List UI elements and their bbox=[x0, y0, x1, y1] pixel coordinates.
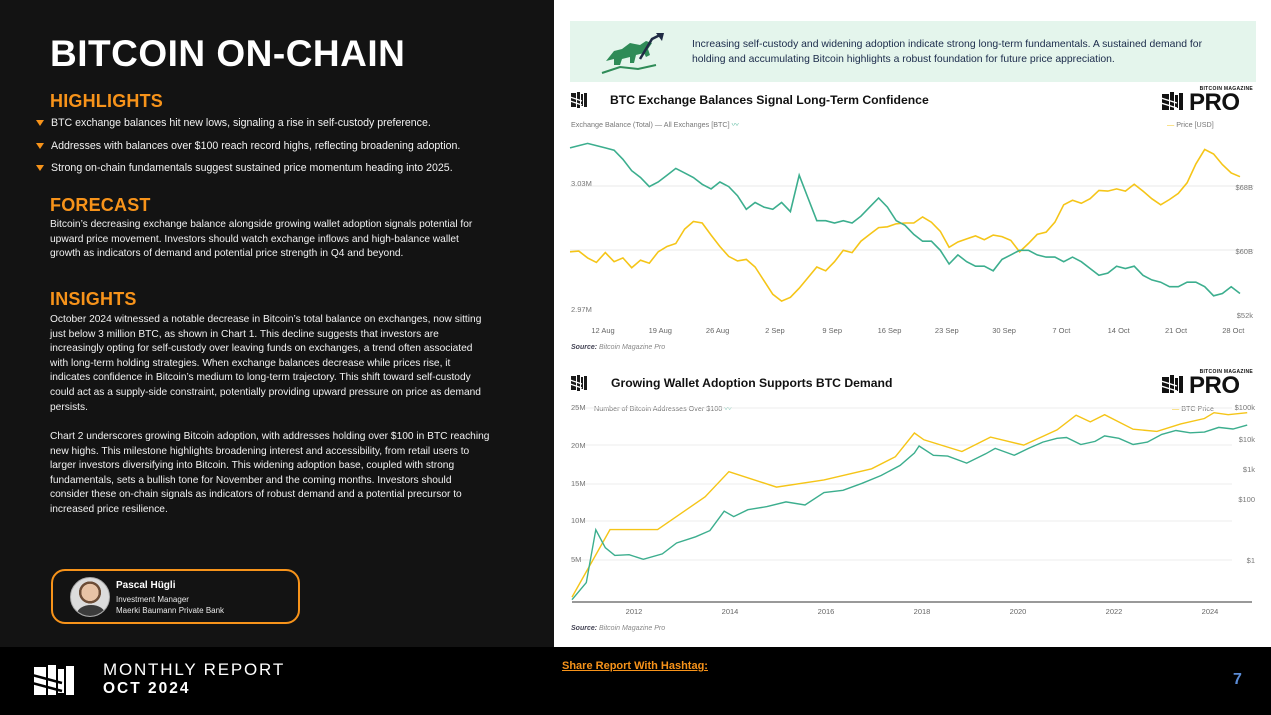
chart1-price-series bbox=[569, 148, 1241, 303]
footer-report-label: MONTHLY REPORT bbox=[103, 660, 286, 679]
highlight-item: Strong on-chain fundamentals suggest sus… bbox=[36, 162, 536, 175]
insights-heading: INSIGHTS bbox=[50, 289, 137, 309]
chart2-y-left-tick: 10M bbox=[571, 516, 586, 525]
green-line-icon: 〰 bbox=[731, 120, 739, 129]
chart2-x-tick: 2024 bbox=[1202, 607, 1219, 616]
author-role: Investment Manager bbox=[116, 595, 189, 604]
chart2-x-tick: 2014 bbox=[722, 607, 739, 616]
left-panel: BITCOIN ON-CHAIN HIGHLIGHTS BTC exchange… bbox=[0, 0, 554, 647]
chart1-x-tick: 26 Aug bbox=[706, 326, 729, 335]
chart2-y-right-tick: $100 bbox=[1238, 495, 1255, 504]
chart2-x-tick: 2016 bbox=[818, 607, 835, 616]
source-name: Bitcoin Magazine Pro bbox=[599, 625, 666, 632]
pro-logo-text: PRO bbox=[1189, 372, 1240, 399]
highlights-heading: HIGHLIGHTS bbox=[50, 91, 163, 111]
forecast-text: Bitcoin’s decreasing exchange balance al… bbox=[50, 219, 473, 260]
chart1-y-right-tick: $52k bbox=[1237, 311, 1254, 320]
chart1-x-tick: 19 Aug bbox=[649, 326, 672, 335]
chart1-y-left-tick: 3.03M bbox=[571, 179, 592, 188]
chart2-y-right-tick: $100k bbox=[1235, 403, 1256, 412]
chart2-plot: 25M 20M 15M 10M 5M $100k $10k $1k $100 $1 2012 2014… bbox=[571, 403, 1256, 616]
footer-bar bbox=[0, 647, 1271, 715]
chart1-x-tick: 14 Oct bbox=[1108, 326, 1131, 335]
avatar bbox=[70, 577, 110, 617]
chart1-x-tick: 23 Sep bbox=[935, 326, 959, 335]
highlight-item: Addresses with balances over $100 reach … bbox=[36, 140, 536, 153]
chart1-y-right-tick: $68B bbox=[1235, 183, 1253, 192]
yellow-line-icon: — bbox=[1167, 120, 1175, 129]
chart2-price-series bbox=[571, 411, 1248, 598]
author-organization: Maerki Baumann Private Bank bbox=[116, 606, 225, 615]
chart2-y-right-tick: $1 bbox=[1247, 556, 1255, 565]
source-name: Bitcoin Magazine Pro bbox=[599, 344, 666, 351]
chart2-x-tick: 2018 bbox=[914, 607, 931, 616]
chart2-x-tick: 2022 bbox=[1106, 607, 1123, 616]
chart2-y-left-tick: 25M bbox=[571, 403, 586, 412]
chart2-y-left-tick: 5M bbox=[571, 555, 581, 564]
chart1-x-tick: 28 Oct bbox=[1222, 326, 1245, 335]
pro-logo-small-text: BITCOIN MAGAZINE bbox=[1199, 86, 1253, 92]
chart1-title: BTC Exchange Balances Signal Long-Term C… bbox=[610, 93, 929, 107]
page-title: BITCOIN ON-CHAIN bbox=[50, 33, 406, 74]
forecast-heading: FORECAST bbox=[50, 195, 151, 215]
pro-logo-mark-icon bbox=[1161, 92, 1183, 110]
banner-text: Increasing self-custody and widening ado… bbox=[692, 39, 1203, 65]
share-hashtag-link[interactable]: Share Report With Hashtag: bbox=[562, 660, 708, 672]
bitcoin-magazine-logo-icon bbox=[570, 375, 587, 391]
chart1-x-tick: 2 Sep bbox=[765, 326, 785, 335]
chart2-source: Source: Bitcoin Magazine Pro bbox=[571, 625, 665, 632]
pro-logo-small-text: BITCOIN MAGAZINE bbox=[1199, 369, 1253, 375]
insights-paragraph-1: October 2024 witnessed a notable decreas… bbox=[50, 314, 482, 413]
chart2-y-left-tick: 20M bbox=[571, 441, 586, 450]
highlight-text: BTC exchange balances hit new lows, sign… bbox=[51, 117, 431, 129]
bullet-triangle-icon bbox=[36, 120, 44, 126]
source-label: Source: bbox=[571, 344, 598, 351]
chart1-x-tick: 9 Sep bbox=[822, 326, 842, 335]
highlights-list: BTC exchange balances hit new lows, sign… bbox=[36, 117, 536, 185]
highlight-text: Addresses with balances over $100 reach … bbox=[51, 139, 461, 152]
author-name: Pascal Hügli bbox=[116, 580, 176, 591]
chart1-source: Source: Bitcoin Magazine Pro bbox=[571, 344, 665, 351]
chart2-addresses-series bbox=[571, 424, 1248, 601]
chart2-x-tick: 2020 bbox=[1010, 607, 1027, 616]
chart1-x-tick: 21 Oct bbox=[1165, 326, 1188, 335]
chart1-legend-right: — Price [USD] bbox=[1167, 120, 1214, 129]
bullet-triangle-icon bbox=[36, 142, 44, 149]
chart1-x-tick: 16 Sep bbox=[878, 326, 902, 335]
chart1-x-tick: 7 Oct bbox=[1052, 326, 1071, 335]
source-label: Source: bbox=[571, 625, 598, 632]
pro-logo-mark-icon bbox=[1161, 375, 1183, 393]
chart1-y-right-tick: $60B bbox=[1235, 247, 1253, 256]
chart2-y-right-tick: $1k bbox=[1243, 465, 1255, 474]
chart2-title: Growing Wallet Adoption Supports BTC Dem… bbox=[611, 376, 893, 390]
pro-logo-text: PRO bbox=[1189, 89, 1240, 116]
chart1-y-left-tick: 2.97M bbox=[571, 305, 592, 314]
chart1-legend-left: Exchange Balance (Total) — All Exchanges… bbox=[571, 120, 739, 130]
chart1-legend-left-text: Exchange Balance (Total) — All Exchanges… bbox=[571, 120, 730, 129]
bitcoin-magazine-logo-icon bbox=[570, 92, 587, 108]
bitcoin-magazine-logo-icon bbox=[32, 665, 74, 695]
bull-icon bbox=[601, 33, 664, 74]
footer-report-date: OCT 2024 bbox=[103, 680, 191, 697]
highlight-item: BTC exchange balances hit new lows, sign… bbox=[36, 117, 536, 130]
highlight-text: Strong on-chain fundamentals suggest sus… bbox=[51, 162, 453, 174]
bullet-triangle-icon bbox=[36, 165, 44, 171]
chart1-x-tick: 30 Sep bbox=[992, 326, 1016, 335]
pro-logo: BITCOIN MAGAZINE PRO bbox=[1161, 86, 1253, 116]
chart2-y-right-tick: $10k bbox=[1239, 435, 1256, 444]
author-card: Pascal Hügli Investment Manager Maerki B… bbox=[51, 569, 300, 624]
chart1-x-tick: 12 Aug bbox=[591, 326, 614, 335]
summary-banner: Increasing self-custody and widening ado… bbox=[570, 21, 1256, 82]
insights-paragraph-2: Chart 2 underscores growing Bitcoin adop… bbox=[50, 431, 490, 515]
pro-logo: BITCOIN MAGAZINE PRO bbox=[1161, 369, 1253, 399]
chart2-y-left-tick: 15M bbox=[571, 479, 586, 488]
chart2-x-tick: 2012 bbox=[626, 607, 643, 616]
chart1-legend-right-text: Price [USD] bbox=[1176, 120, 1214, 129]
chart1-balance-series bbox=[569, 142, 1241, 297]
page-number: 7 bbox=[1233, 671, 1242, 688]
right-panel: Increasing self-custody and widening ado… bbox=[554, 0, 1271, 647]
